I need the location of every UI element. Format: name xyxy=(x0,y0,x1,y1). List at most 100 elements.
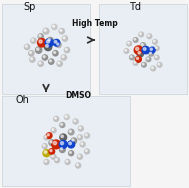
Circle shape xyxy=(54,40,57,43)
Circle shape xyxy=(49,59,54,64)
Circle shape xyxy=(124,49,129,53)
Circle shape xyxy=(149,47,155,53)
Text: DMSO: DMSO xyxy=(65,92,91,101)
Circle shape xyxy=(50,60,51,62)
Circle shape xyxy=(54,116,59,121)
Circle shape xyxy=(43,145,45,146)
Circle shape xyxy=(57,61,62,66)
Circle shape xyxy=(39,40,42,43)
Circle shape xyxy=(52,155,54,157)
Circle shape xyxy=(80,142,85,147)
Circle shape xyxy=(74,120,76,122)
Circle shape xyxy=(39,62,41,64)
Circle shape xyxy=(85,150,87,152)
Circle shape xyxy=(78,136,80,138)
Circle shape xyxy=(146,57,151,62)
Circle shape xyxy=(84,149,89,154)
Circle shape xyxy=(39,35,41,37)
Circle shape xyxy=(68,141,75,148)
Circle shape xyxy=(55,158,57,160)
Text: High Temp: High Temp xyxy=(72,20,118,29)
Circle shape xyxy=(153,40,155,42)
Circle shape xyxy=(54,52,56,53)
Circle shape xyxy=(58,62,60,64)
Circle shape xyxy=(44,160,49,164)
Circle shape xyxy=(127,41,132,46)
Circle shape xyxy=(36,47,42,53)
Circle shape xyxy=(53,39,60,46)
Circle shape xyxy=(155,56,157,58)
Circle shape xyxy=(60,147,65,152)
Circle shape xyxy=(62,56,64,58)
Circle shape xyxy=(46,133,52,138)
FancyBboxPatch shape xyxy=(99,4,187,94)
Circle shape xyxy=(64,115,69,120)
Circle shape xyxy=(137,51,143,57)
Circle shape xyxy=(65,115,67,117)
Text: Oh: Oh xyxy=(15,95,29,105)
Circle shape xyxy=(45,136,47,138)
Circle shape xyxy=(130,56,132,58)
FancyBboxPatch shape xyxy=(2,4,90,94)
Circle shape xyxy=(138,52,140,54)
Circle shape xyxy=(133,61,138,65)
Circle shape xyxy=(43,56,45,58)
Circle shape xyxy=(149,52,154,56)
Circle shape xyxy=(141,44,143,46)
Circle shape xyxy=(154,46,159,51)
Circle shape xyxy=(142,46,149,54)
Circle shape xyxy=(45,160,47,162)
Circle shape xyxy=(153,39,157,44)
Circle shape xyxy=(79,127,81,129)
Circle shape xyxy=(154,55,159,60)
Circle shape xyxy=(53,25,55,27)
Circle shape xyxy=(60,123,65,127)
Circle shape xyxy=(72,139,74,141)
Circle shape xyxy=(78,155,80,157)
Circle shape xyxy=(42,55,48,60)
Circle shape xyxy=(140,43,146,48)
Circle shape xyxy=(43,150,50,157)
Circle shape xyxy=(61,123,63,125)
Circle shape xyxy=(51,154,56,159)
Circle shape xyxy=(133,38,138,42)
Circle shape xyxy=(59,29,64,34)
Circle shape xyxy=(150,52,151,54)
Circle shape xyxy=(52,140,61,149)
Circle shape xyxy=(52,129,54,130)
Circle shape xyxy=(66,160,68,162)
Circle shape xyxy=(134,38,136,40)
Circle shape xyxy=(56,42,61,48)
Circle shape xyxy=(71,138,77,144)
Circle shape xyxy=(73,119,78,124)
Circle shape xyxy=(60,29,62,31)
Circle shape xyxy=(44,43,52,51)
Circle shape xyxy=(76,163,81,168)
Circle shape xyxy=(84,133,89,138)
Circle shape xyxy=(46,44,48,47)
Circle shape xyxy=(51,128,56,133)
Circle shape xyxy=(142,63,144,65)
Circle shape xyxy=(48,39,50,41)
Circle shape xyxy=(44,29,46,31)
Circle shape xyxy=(148,35,150,36)
Circle shape xyxy=(134,46,143,54)
Text: Td: Td xyxy=(129,2,141,12)
Circle shape xyxy=(32,39,34,41)
Circle shape xyxy=(155,47,157,49)
Circle shape xyxy=(36,48,39,50)
Circle shape xyxy=(64,48,70,53)
Circle shape xyxy=(157,62,162,67)
Circle shape xyxy=(31,58,33,60)
Circle shape xyxy=(62,36,67,41)
Circle shape xyxy=(134,61,136,63)
Circle shape xyxy=(77,154,82,159)
Circle shape xyxy=(77,164,78,166)
Circle shape xyxy=(52,24,57,30)
Text: Sp: Sp xyxy=(24,2,36,12)
Circle shape xyxy=(61,135,64,138)
Circle shape xyxy=(38,34,43,39)
Circle shape xyxy=(69,142,71,145)
Circle shape xyxy=(43,28,49,34)
Circle shape xyxy=(140,33,141,35)
